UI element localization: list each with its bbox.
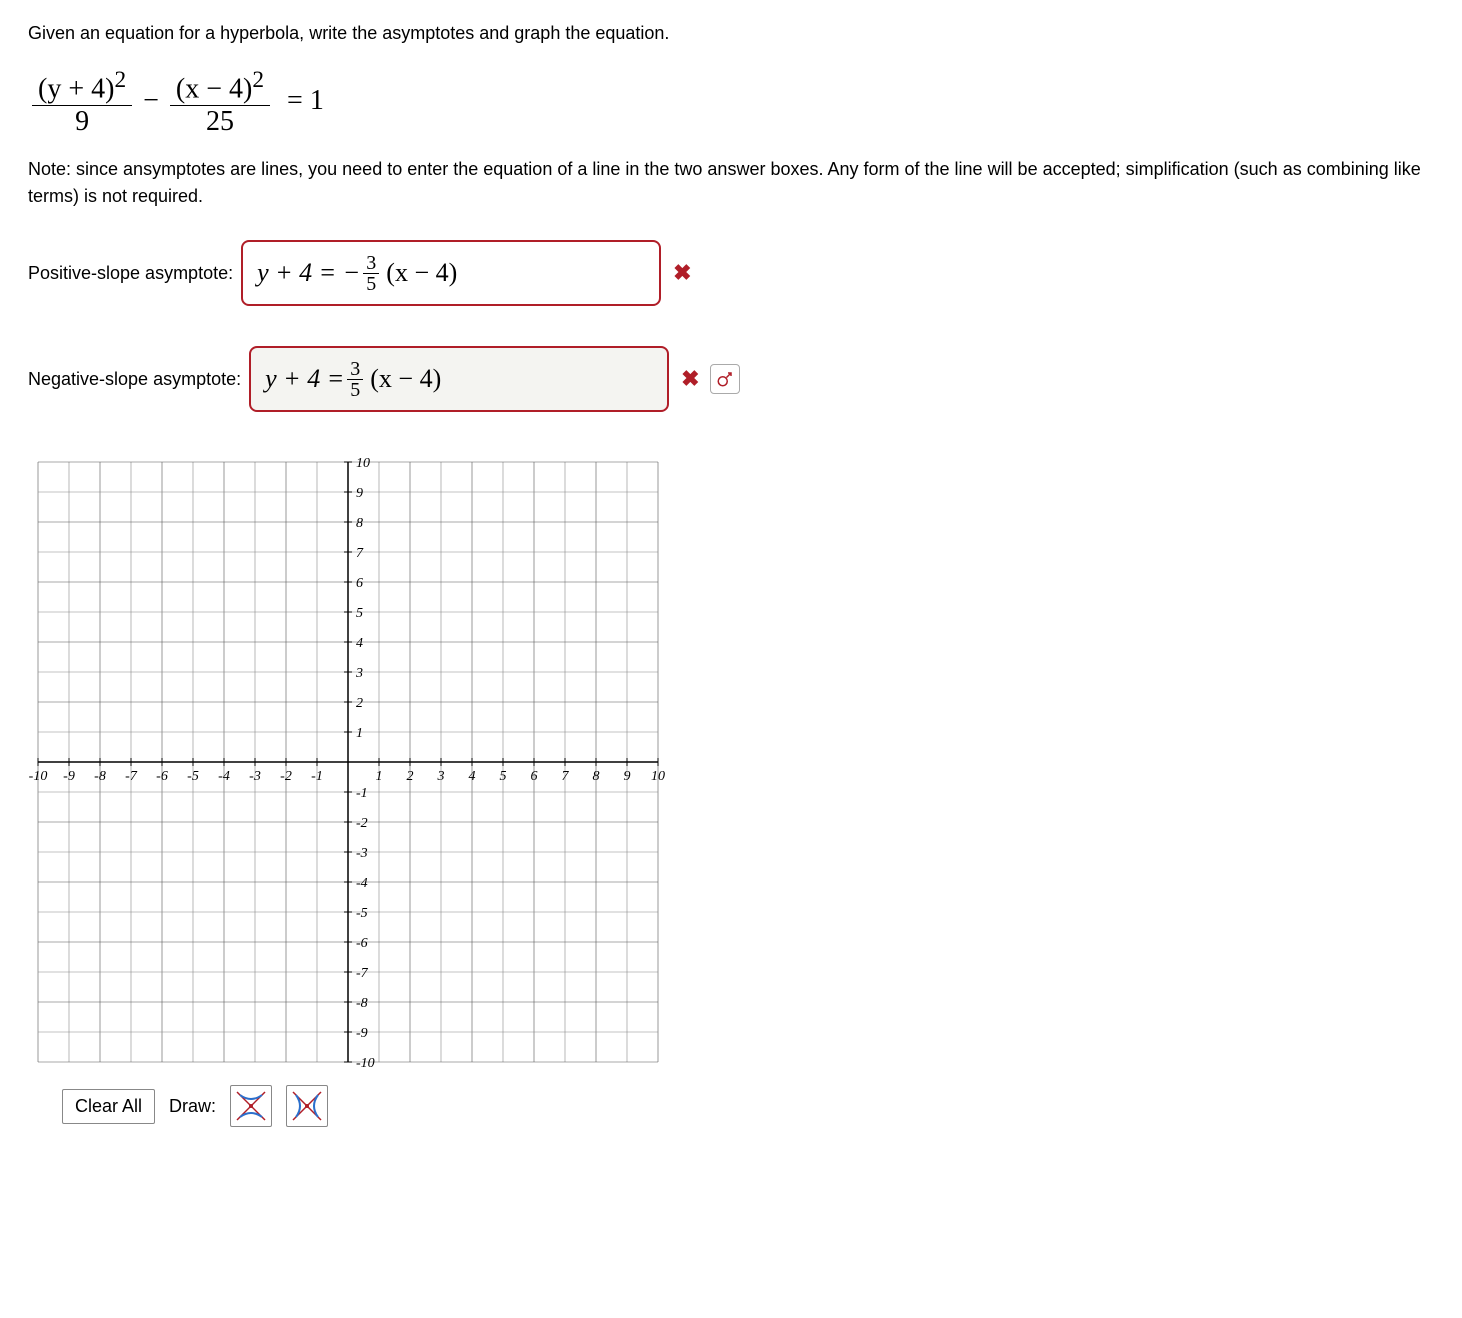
svg-text:-7: -7 [356,966,369,981]
svg-text:6: 6 [356,576,363,591]
svg-text:-10: -10 [356,1056,375,1071]
hyperbola-vertical-icon [234,1089,268,1123]
svg-text:8: 8 [356,516,363,531]
draw-tool-hyperbola-vertical[interactable] [230,1085,272,1127]
svg-text:5: 5 [500,769,507,784]
svg-text:-2: -2 [280,769,292,784]
svg-text:7: 7 [562,769,570,784]
svg-text:-1: -1 [356,786,368,801]
svg-text:-9: -9 [63,769,75,784]
positive-asymptote-row: Positive-slope asymptote: y + 4 = − 3 5 … [28,240,1434,306]
svg-text:6: 6 [531,769,538,784]
svg-text:8: 8 [593,769,600,784]
wrong-icon: ✖ [673,260,691,286]
svg-text:4: 4 [469,769,476,784]
hyperbola-horizontal-icon [290,1089,324,1123]
svg-text:-2: -2 [356,816,368,831]
svg-text:10: 10 [651,769,665,784]
hyperbola-equation: (y + 4)2 9 − (x − 4)2 25 = 1 [28,67,1434,138]
draw-label: Draw: [169,1096,216,1117]
wrong-icon: ✖ [681,366,699,392]
svg-text:4: 4 [356,636,363,651]
svg-text:-6: -6 [156,769,168,784]
svg-text:5: 5 [356,606,363,621]
svg-text:-3: -3 [249,769,261,784]
svg-text:3: 3 [355,666,363,681]
svg-text:-3: -3 [356,846,368,861]
svg-text:-1: -1 [311,769,323,784]
svg-text:1: 1 [376,769,383,784]
graph-area[interactable]: -10 -9 -8 -7 -6 -5 -4 -3 -2 -1 1 2 3 4 5 6 7 8 9 10 1 2 3 4 5 6 7 8… [28,452,1434,1077]
positive-asymptote-input[interactable]: y + 4 = − 3 5 (x − 4) [241,240,661,306]
svg-text:10: 10 [356,456,370,471]
svg-text:-10: -10 [29,769,48,784]
retry-icon [716,370,734,388]
positive-asymptote-label: Positive-slope asymptote: [28,263,233,284]
negative-asymptote-row: Negative-slope asymptote: y + 4 = 3 5 (x… [28,346,1434,412]
graph-toolbar: Clear All Draw: [28,1085,1434,1127]
draw-tool-hyperbola-horizontal[interactable] [286,1085,328,1127]
retry-button[interactable] [710,364,740,394]
svg-text:-8: -8 [356,996,368,1011]
svg-text:-5: -5 [356,906,368,921]
svg-text:-7: -7 [125,769,138,784]
svg-text:-4: -4 [218,769,230,784]
svg-text:-6: -6 [356,936,368,951]
clear-all-button[interactable]: Clear All [62,1089,155,1124]
svg-text:-4: -4 [356,876,368,891]
svg-text:9: 9 [356,486,363,501]
svg-text:2: 2 [407,769,414,784]
instruction-text: Given an equation for a hyperbola, write… [28,20,1434,47]
svg-text:-9: -9 [356,1026,368,1041]
svg-text:3: 3 [437,769,445,784]
svg-text:-8: -8 [94,769,106,784]
svg-text:-5: -5 [187,769,199,784]
svg-text:7: 7 [356,546,364,561]
negative-asymptote-label: Negative-slope asymptote: [28,369,241,390]
svg-text:1: 1 [356,726,363,741]
note-text: Note: since ansymptotes are lines, you n… [28,156,1428,210]
negative-asymptote-input[interactable]: y + 4 = 3 5 (x − 4) [249,346,669,412]
svg-text:9: 9 [624,769,631,784]
svg-text:2: 2 [356,696,363,711]
